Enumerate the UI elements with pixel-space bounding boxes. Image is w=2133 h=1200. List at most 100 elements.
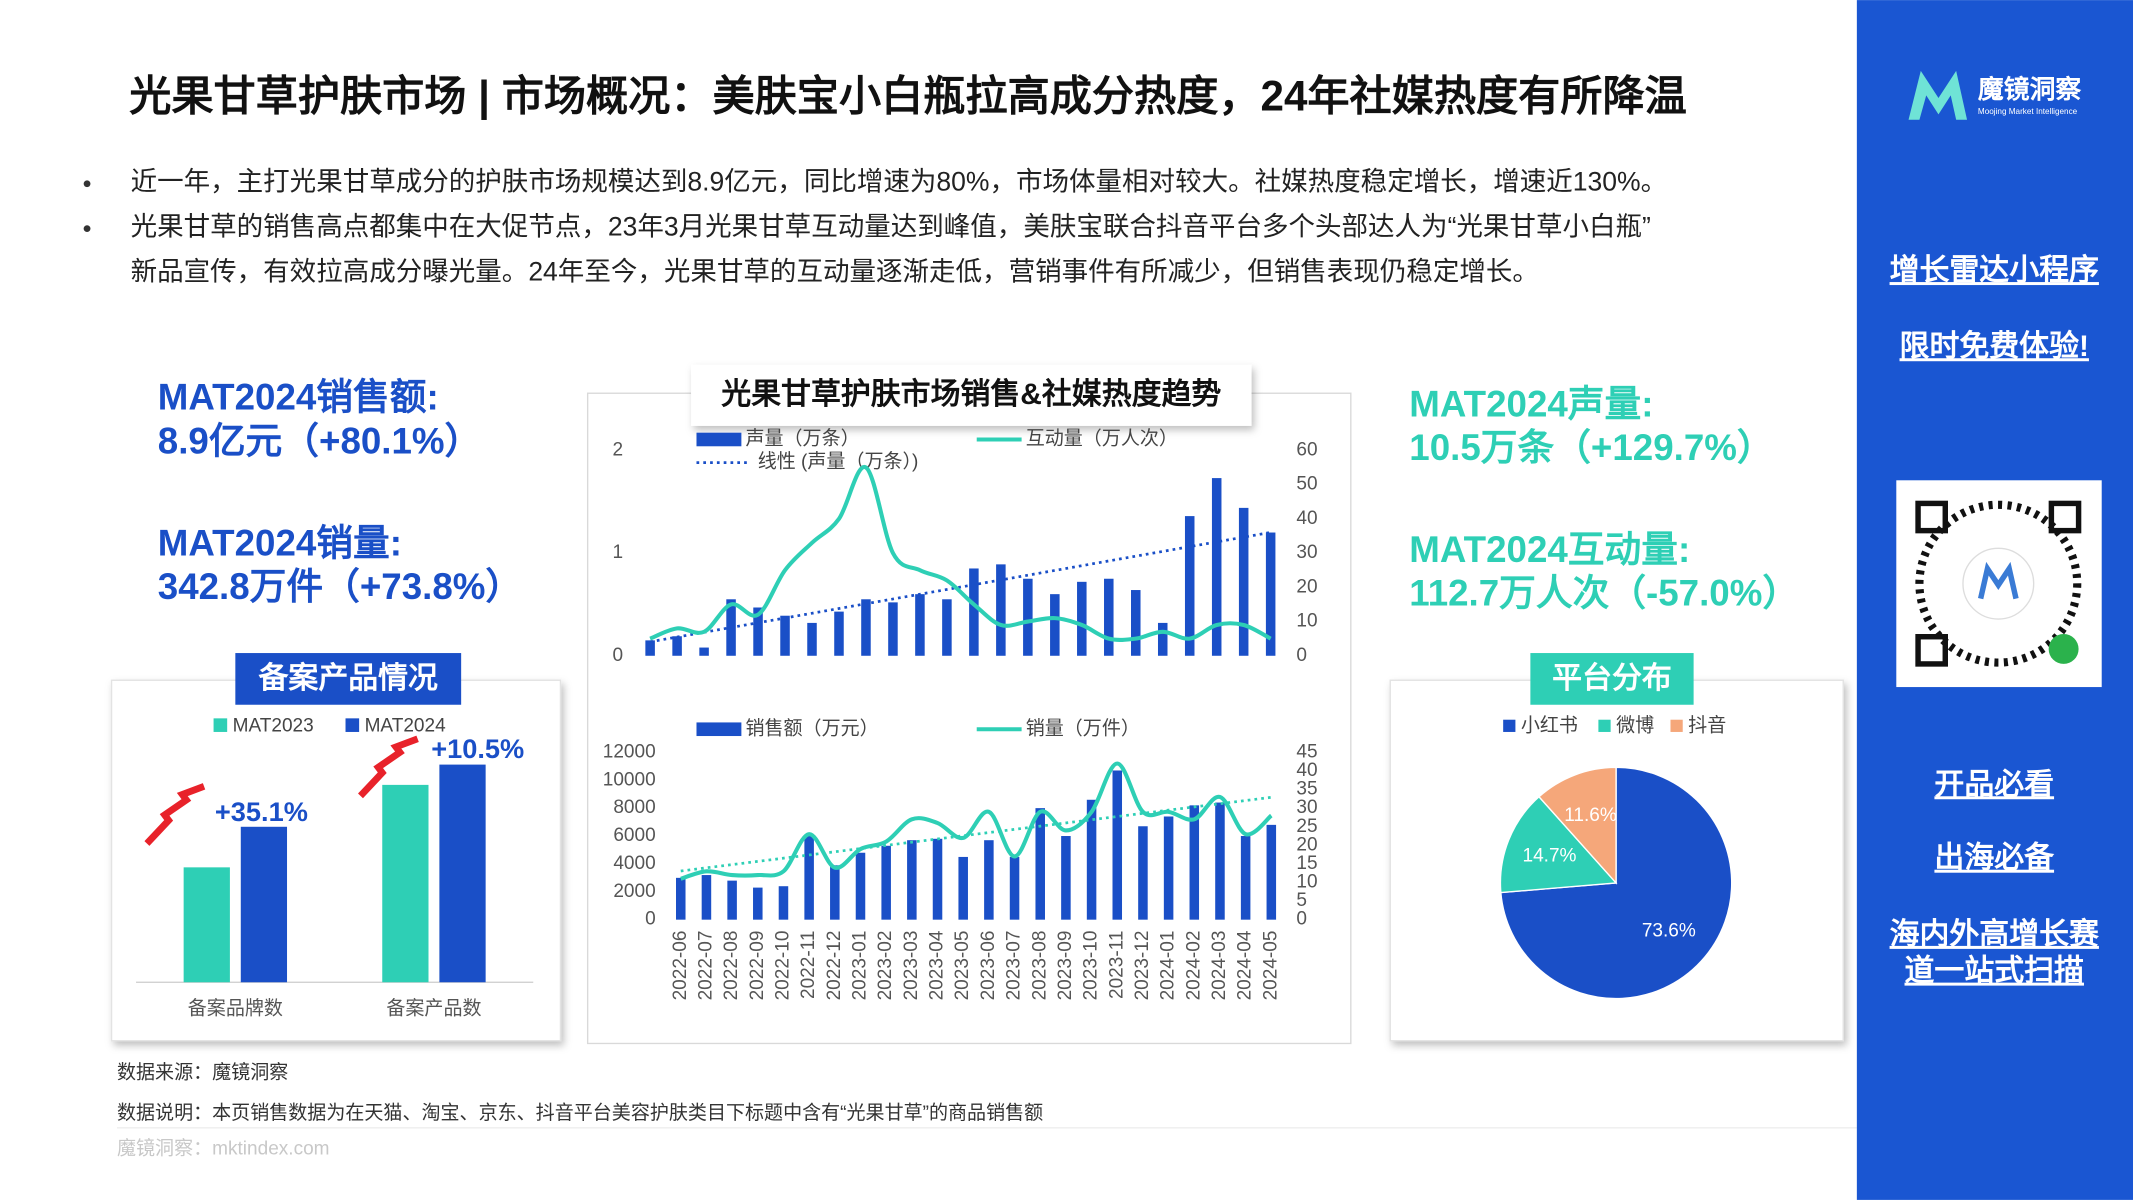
sidebar-link[interactable]: 出海必备 bbox=[1934, 841, 2055, 875]
y-tick-label: 2000 bbox=[613, 881, 655, 902]
bar bbox=[958, 856, 968, 920]
kpis: MAT2024销售额: 8.9亿元（+80.1%） MAT2024销量: 342… bbox=[158, 377, 1799, 614]
bar bbox=[780, 615, 790, 656]
bar bbox=[1112, 770, 1123, 920]
legend-label: 互动量（万人次） bbox=[1026, 428, 1178, 450]
y-tick-label: 6000 bbox=[613, 825, 655, 846]
y2-tick-label: 0 bbox=[1296, 645, 1307, 666]
line bbox=[680, 761, 1273, 881]
panel bbox=[586, 392, 1352, 1045]
logo-mark bbox=[1908, 70, 1968, 120]
x-tick-label: 2024-02 bbox=[1183, 931, 1204, 1001]
legend-swatch bbox=[345, 718, 360, 732]
kpi-label: MAT2024互动量: bbox=[1409, 529, 1690, 570]
bar bbox=[1086, 799, 1097, 920]
legend-swatch bbox=[1503, 719, 1516, 732]
x-tick-label: 2023-08 bbox=[1029, 931, 1050, 1001]
bar bbox=[834, 611, 844, 656]
bar bbox=[753, 887, 763, 920]
data-label: 73.6% bbox=[1642, 921, 1696, 942]
bar bbox=[915, 594, 925, 656]
bar bbox=[969, 568, 979, 656]
bar bbox=[675, 877, 686, 920]
bullet-text: 近一年，主打光果甘草成分的护肤市场规模达到8.9亿元，同比增速为80%，市场体量… bbox=[131, 167, 1668, 197]
legend-label: 声量（万条） bbox=[745, 428, 859, 450]
bar bbox=[1050, 594, 1060, 656]
panel-title: 备案产品情况 bbox=[259, 661, 439, 695]
x-tick-label: 2022-12 bbox=[824, 931, 845, 1001]
pie-slice bbox=[1538, 766, 1617, 885]
sidebar-link[interactable]: 限时免费体验! bbox=[1900, 329, 2089, 363]
brand-en: Moojing Market Intelligence bbox=[1978, 107, 2078, 116]
bar bbox=[1131, 590, 1141, 656]
legend-label: 抖音 bbox=[1688, 715, 1726, 737]
x-tick-label: 2022-09 bbox=[747, 931, 768, 1001]
legend-swatch bbox=[696, 722, 742, 737]
y2-tick-label: 0 bbox=[1296, 909, 1307, 930]
legend-label: 微博 bbox=[1616, 715, 1654, 737]
bar bbox=[1163, 816, 1174, 920]
bullet-text: 光果甘草的销售高点都集中在大促节点，23年3月光果甘草互动量达到峰值，美肤宝联合… bbox=[131, 212, 1651, 242]
y2-tick-label: 50 bbox=[1296, 474, 1317, 495]
legend-label: 销售额（万元） bbox=[745, 717, 878, 739]
x-tick-label: 2023-09 bbox=[1055, 931, 1076, 1001]
bar bbox=[439, 764, 486, 983]
bar bbox=[753, 607, 763, 656]
footer-note: 数据说明：本页销售数据为在天猫、淘宝、京东、抖音平台美容护肤类目下标题中含有“光… bbox=[117, 1102, 1043, 1124]
bar bbox=[701, 875, 712, 920]
kpi-label: MAT2024声量: bbox=[1409, 384, 1653, 425]
bar bbox=[1009, 856, 1020, 920]
bar bbox=[881, 845, 891, 920]
y-tick-label: 0 bbox=[612, 645, 623, 666]
y2-tick-label: 20 bbox=[1296, 576, 1317, 597]
sidebar-link[interactable]: 道一站式扫描 bbox=[1905, 955, 2084, 988]
bullets: 近一年，主打光果甘草成分的护肤市场规模达到8.9亿元，同比增速为80%，市场体量… bbox=[83, 167, 1668, 287]
y2-tick-label: 25 bbox=[1296, 816, 1317, 837]
kpi-value: 8.9亿元（+80.1%） bbox=[158, 420, 481, 461]
y2-tick-label: 15 bbox=[1296, 853, 1317, 874]
bar bbox=[907, 840, 917, 920]
bar bbox=[855, 852, 866, 920]
x-tick-label: 2023-04 bbox=[927, 930, 948, 1000]
footer-source: 数据来源：魔镜洞察 bbox=[117, 1061, 288, 1083]
bar bbox=[672, 636, 682, 656]
bar bbox=[382, 784, 429, 983]
legend-label: 线性 (声量（万条）) bbox=[758, 451, 919, 473]
bar bbox=[240, 826, 288, 983]
legend-swatch bbox=[1598, 719, 1611, 732]
panel-title: 平台分布 bbox=[1552, 661, 1672, 695]
x-tick-label: 2022-07 bbox=[695, 931, 716, 1001]
legend-swatch bbox=[1670, 719, 1683, 732]
bar bbox=[984, 840, 994, 920]
sidebar-link[interactable]: 开品必看 bbox=[1934, 768, 2054, 801]
bar bbox=[830, 865, 840, 920]
y-tick-label: 4000 bbox=[613, 853, 655, 874]
x-tick-label: 2022-11 bbox=[798, 931, 819, 999]
bar bbox=[778, 886, 789, 920]
bar bbox=[1077, 581, 1087, 656]
bar bbox=[942, 599, 952, 656]
sidebar-link[interactable]: 海内外高增长赛 bbox=[1890, 917, 2099, 951]
y-tick-label: 10000 bbox=[603, 769, 656, 790]
y2-tick-label: 30 bbox=[1296, 797, 1317, 818]
sidebar-link[interactable]: 增长雷达小程序 bbox=[1890, 253, 2099, 287]
bar bbox=[1266, 824, 1277, 920]
x-tick-label: 2022-08 bbox=[721, 931, 742, 1001]
bar bbox=[727, 880, 737, 920]
x-tick-label: 2023-07 bbox=[1004, 931, 1025, 1001]
page-title: 光果甘草护肤市场 | 市场概况：美肤宝小白瓶拉高成分热度，24年社媒热度有所降温 bbox=[129, 73, 1687, 121]
brand: 魔镜洞察 bbox=[1978, 74, 2081, 104]
data-label: 11.6% bbox=[1564, 805, 1617, 826]
panel-title-box bbox=[235, 653, 462, 705]
x-tick-label: 2023-05 bbox=[952, 931, 973, 1001]
y-tick-label: 8000 bbox=[613, 797, 655, 818]
bullet-dot bbox=[83, 225, 91, 233]
x-tick-label: 2023-11 bbox=[1106, 931, 1127, 999]
x-tick-label: 2023-10 bbox=[1081, 931, 1102, 1001]
line bbox=[649, 465, 1272, 643]
x-tick-label: 2023-06 bbox=[978, 931, 999, 1001]
y2-tick-label: 40 bbox=[1296, 508, 1317, 529]
bar bbox=[645, 640, 655, 656]
bar bbox=[1061, 836, 1071, 920]
